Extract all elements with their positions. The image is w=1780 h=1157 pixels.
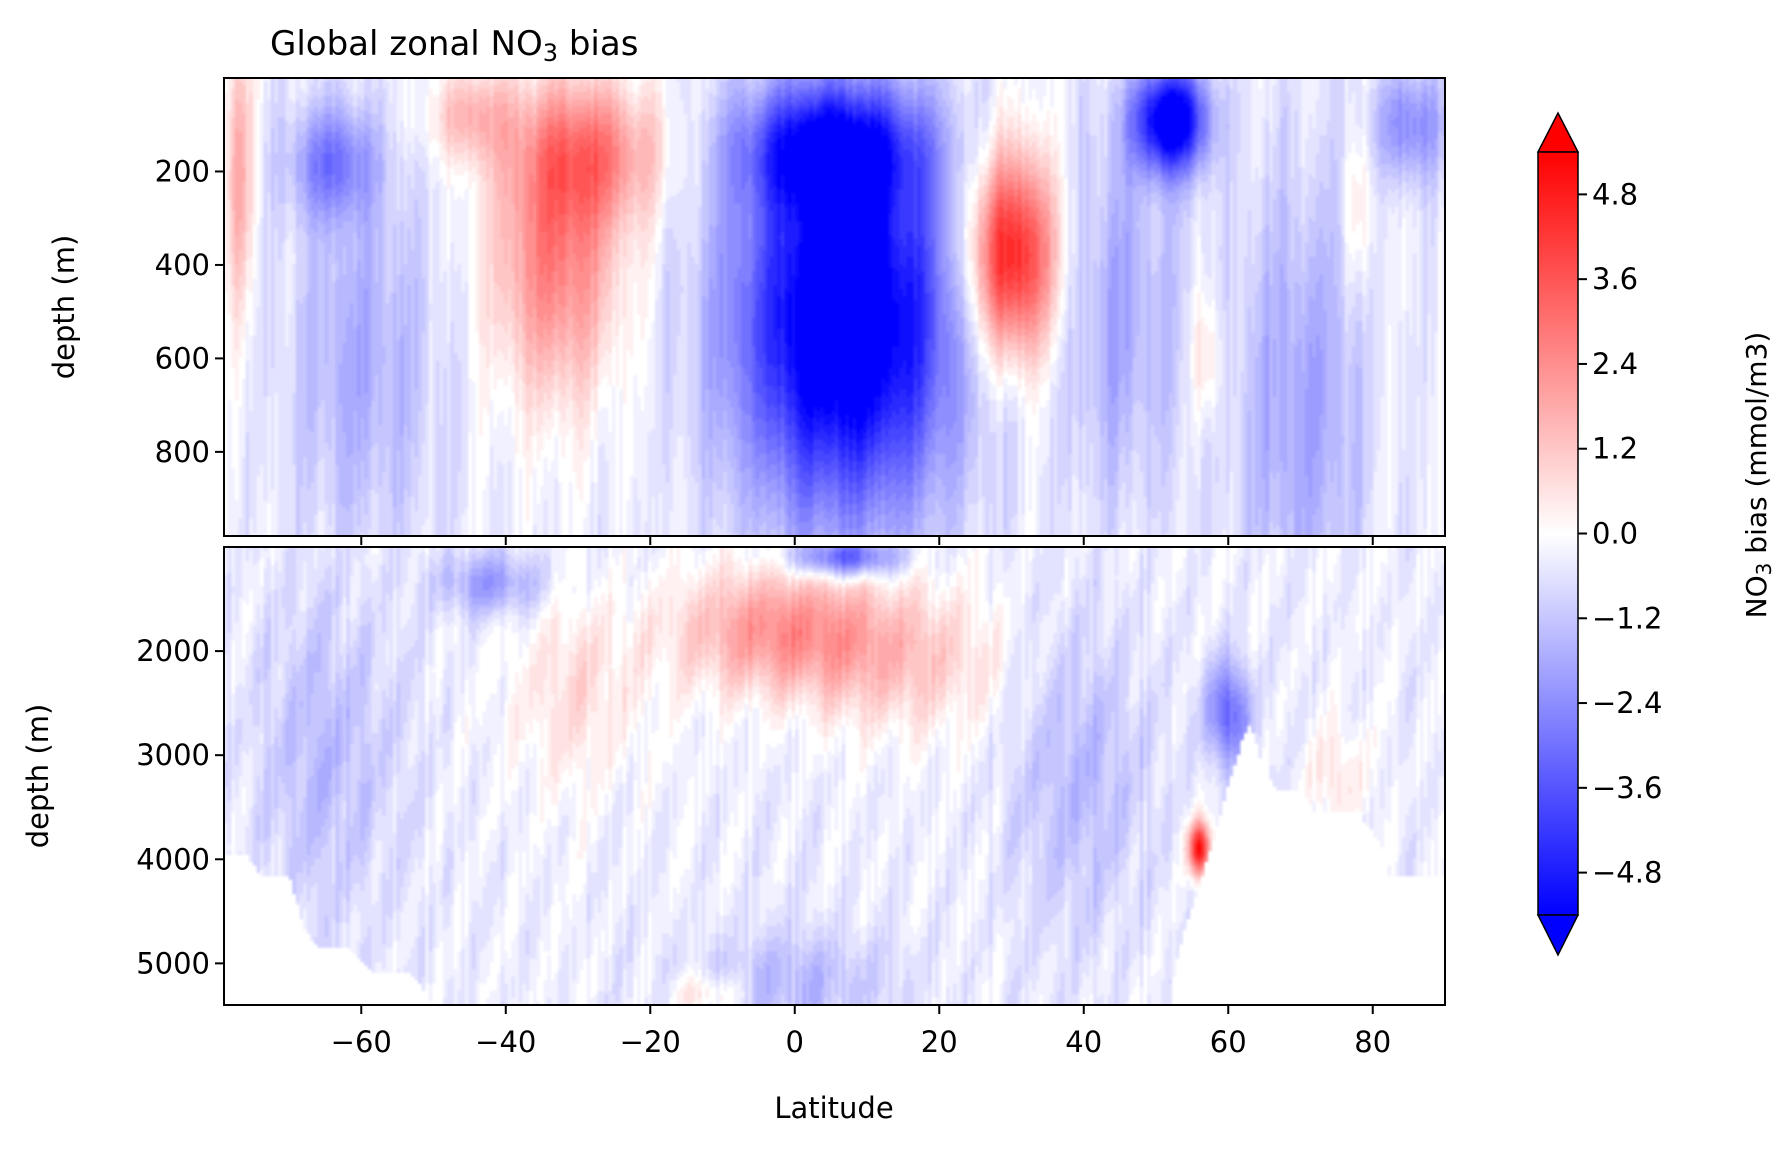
colorbar-label: NO3 bias (mmol/m3) [1740, 332, 1776, 619]
x-axis-label: Latitude [774, 1091, 893, 1125]
x-tick-label: 40 [1065, 1025, 1102, 1059]
x-tick-label: 60 [1210, 1025, 1247, 1059]
lower-heatmap [224, 547, 1445, 1005]
colorbar-tick-label: −4.8 [1592, 856, 1662, 890]
colorbar-tick-label: 1.2 [1592, 432, 1638, 466]
upper-ylabel: depth (m) [47, 235, 81, 380]
y-tick-label: 800 [155, 435, 210, 469]
colorbar-tick-label: 0.0 [1592, 517, 1638, 551]
colorbar-gradient [1537, 151, 1579, 916]
colorbar-label-subscript: 3 [1752, 562, 1776, 576]
y-tick-label: 600 [155, 341, 210, 375]
chart-title: Global zonal NO3 bias [270, 24, 638, 67]
colorbar-tick-label: −3.6 [1592, 771, 1662, 805]
x-tick-label: 0 [786, 1025, 804, 1059]
colorbar-tick-label: 3.6 [1592, 262, 1638, 296]
colorbar-tick-label: −1.2 [1592, 601, 1662, 635]
y-tick-label: 5000 [136, 946, 210, 980]
upper-axes-frame [223, 77, 1446, 537]
upper-xticks [360, 536, 1374, 545]
y-tick-label: 400 [155, 248, 210, 282]
colorbar-tick-label: −2.4 [1592, 686, 1662, 720]
x-tick-label: 20 [921, 1025, 958, 1059]
y-tick-label: 4000 [136, 842, 210, 876]
lower-xticks: −60 −40 −20 0 20 40 60 80 [331, 1005, 1391, 1059]
colorbar-extend-max [1536, 111, 1580, 153]
colorbar-tick-label: 2.4 [1592, 347, 1638, 381]
x-tick-label: 80 [1354, 1025, 1391, 1059]
upper-heatmap [224, 78, 1445, 536]
y-tick-label: 3000 [136, 738, 210, 772]
upper-yticks: 200 400 600 800 [155, 154, 224, 469]
x-tick-label: −60 [331, 1025, 392, 1059]
x-tick-label: −20 [620, 1025, 681, 1059]
colorbar-extend-min [1536, 914, 1580, 957]
lower-yticks: 2000 3000 4000 5000 [136, 634, 224, 980]
x-tick-label: −40 [475, 1025, 536, 1059]
y-tick-label: 2000 [136, 634, 210, 668]
title-subscript: 3 [542, 39, 559, 67]
colorbar-label-suffix: bias (mmol/m3) [1740, 331, 1773, 563]
colorbar-ticks: 4.8 3.6 2.4 1.2 0.0 −1.2 −2.4 −3.6 −4.8 [1578, 177, 1662, 890]
lower-axes-frame [223, 546, 1446, 1006]
title-prefix: Global zonal NO [270, 24, 543, 64]
colorbar-label-prefix: NO [1740, 575, 1773, 619]
title-suffix: bias [558, 24, 639, 64]
colorbar: 4.8 3.6 2.4 1.2 0.0 −1.2 −2.4 −3.6 −4.8 [1536, 111, 1662, 957]
lower-panel: −60 −40 −20 0 20 40 60 80 2000 3000 4000 5000 dept… [21, 546, 1446, 1125]
y-tick-label: 200 [155, 154, 210, 188]
upper-panel: 200 400 600 800 depth (m) [47, 77, 1446, 545]
colorbar-tick-label: 4.8 [1592, 177, 1638, 211]
lower-ylabel: depth (m) [21, 704, 55, 849]
